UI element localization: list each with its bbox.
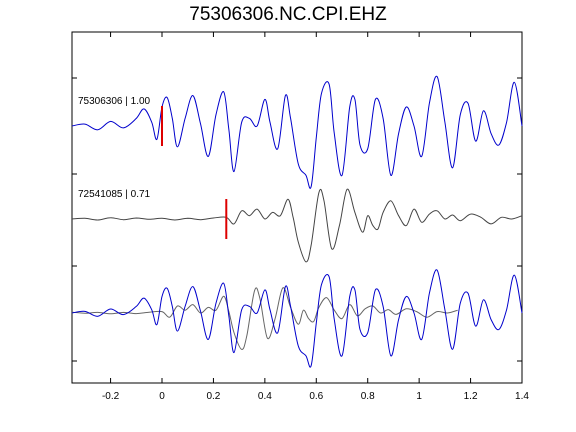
overlay-blue-line <box>71 269 523 368</box>
x-tick-label: 0.6 <box>309 391 323 402</box>
trace-label: 75306306 | 1.00 <box>78 96 151 107</box>
traces: 75306306 | 1.00 72541085 | 0.71 <box>71 75 523 368</box>
x-tick-label: 1.4 <box>515 391 529 402</box>
x-tick-label: 0.2 <box>206 391 220 402</box>
x-tick-label: 0 <box>159 391 165 402</box>
overlay-gray-line <box>71 287 458 350</box>
trace-series-line <box>71 188 523 263</box>
x-axis-ticks: -0.2 0 0.2 0.4 0.6 0.8 1 1.2 1.4 <box>102 32 529 402</box>
x-tick-label: 1.2 <box>464 391 478 402</box>
plot-frame <box>71 31 523 384</box>
x-tick-label: -0.2 <box>102 391 120 402</box>
x-tick-label: 0.4 <box>258 391 272 402</box>
x-tick-label: 1 <box>416 391 422 402</box>
chart-title: 75306306.NC.CPI.EHZ <box>189 4 387 25</box>
trace-series-line <box>71 75 523 189</box>
x-tick-label: 0.8 <box>361 391 375 402</box>
y-ticks <box>72 77 522 362</box>
trace-label: 72541085 | 0.71 <box>78 189 151 200</box>
